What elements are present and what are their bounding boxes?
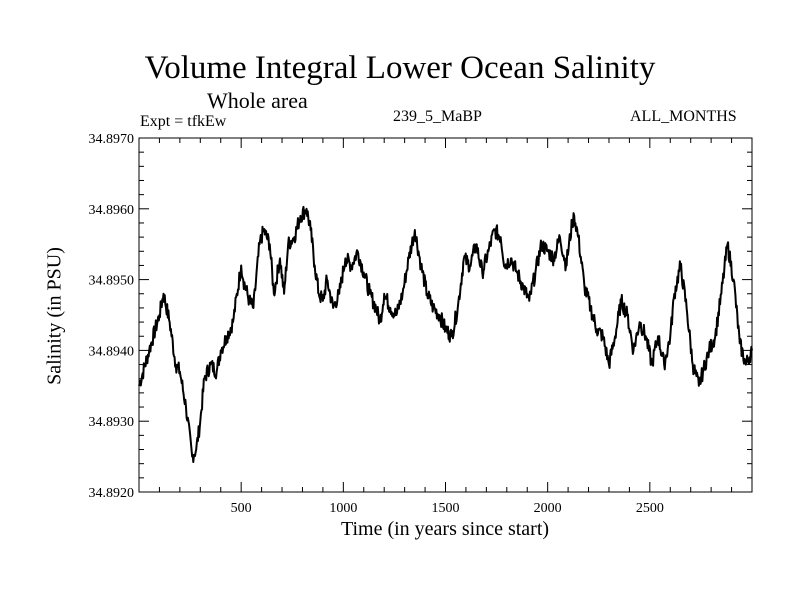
x-tick-label: 2000: [534, 501, 562, 516]
x-axis-label: Time (in years since start): [340, 518, 550, 540]
y-tick-label: 34.8950: [89, 274, 135, 289]
plot-frame: [138, 137, 753, 493]
x-tick-label: 1500: [432, 501, 460, 516]
chart-title: Volume Integral Lower Ocean Salinity: [144, 50, 656, 86]
axis-tick-labels: 500 1000 1500 2000 2500 34.8920 34.8930 34.8940…: [89, 132, 664, 516]
y-tick-label: 34.8940: [89, 344, 135, 359]
run-id-label: 239_5_MaBP: [393, 108, 482, 125]
x-tick-label: 500: [231, 501, 252, 516]
experiment-label: Expt = tfkEw: [140, 113, 227, 130]
y-tick-label: 34.8920: [89, 486, 135, 501]
y-tick-label: 34.8970: [89, 132, 135, 147]
salinity-series-line: [138, 205, 753, 463]
y-axis-label: Salinity (in PSU): [43, 247, 66, 385]
y-tick-label: 34.8960: [89, 203, 135, 218]
months-label: ALL_MONTHS: [630, 108, 737, 125]
y-tick-label: 34.8930: [89, 415, 135, 430]
axis-ticks: [139, 137, 752, 493]
chart-subtitle: Whole area: [207, 88, 308, 113]
x-tick-label: 1000: [329, 501, 357, 516]
x-tick-label: 2500: [636, 501, 664, 516]
